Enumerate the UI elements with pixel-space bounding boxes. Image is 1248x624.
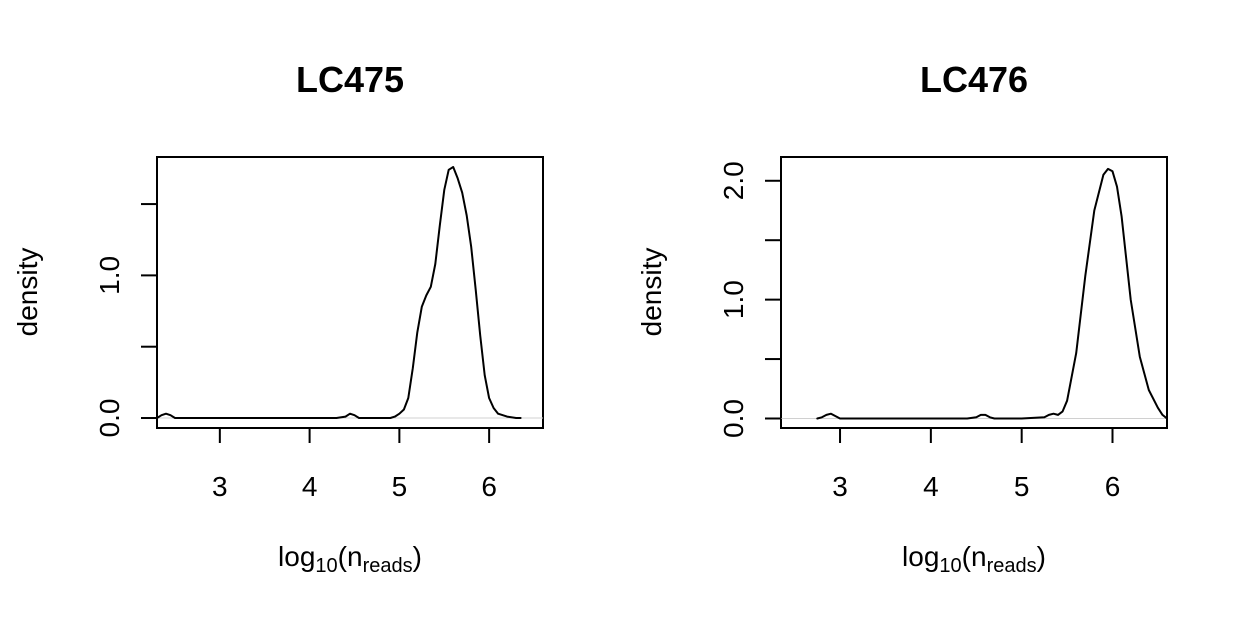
- x-label-var-sub: reads: [987, 555, 1037, 577]
- plot-frame: [156, 156, 544, 429]
- y-axis-label: density: [636, 248, 667, 337]
- x-tick-label: 3: [212, 471, 228, 502]
- x-tick-label: 5: [392, 471, 408, 502]
- panel-lc476: LC476 density log10(nreads) 3 4 5 6 0.0 1.0 2.…: [636, 59, 1168, 577]
- x-tick-label: 6: [1105, 471, 1121, 502]
- marks-layer: 3 4 5 6 0.0 1.0 2.0: [718, 161, 1168, 502]
- x-tick-label: 6: [481, 471, 497, 502]
- x-label-paren-open: (: [338, 541, 348, 572]
- x-label-paren-open: (: [962, 541, 972, 572]
- y-tick-label: 0.0: [718, 399, 749, 438]
- x-tick-label: 4: [923, 471, 939, 502]
- x-axis-label: log10(nreads): [278, 541, 422, 577]
- plot-frame: [780, 156, 1168, 429]
- x-label-var: n: [971, 541, 987, 572]
- x-label-base: log: [902, 541, 939, 572]
- density-curve: [816, 167, 1168, 420]
- x-label-base-sub: 10: [939, 555, 961, 577]
- plot-title: LC475: [296, 59, 404, 100]
- density-curve: [156, 166, 522, 419]
- x-label-base-sub: 10: [315, 555, 337, 577]
- x-label-base: log: [278, 541, 315, 572]
- x-tick-label: 3: [832, 471, 848, 502]
- x-label-var-sub: reads: [363, 555, 413, 577]
- y-tick-label: 2.0: [718, 161, 749, 200]
- x-label-paren-close: ): [413, 541, 422, 572]
- plot-title: LC476: [920, 59, 1028, 100]
- panel-lc475: LC475 density log10(nreads) 3 4 5 6 0.0 1.0: [12, 59, 544, 577]
- y-tick-label: 1.0: [94, 256, 125, 295]
- x-label-var: n: [347, 541, 363, 572]
- x-label-paren-close: ): [1037, 541, 1046, 572]
- x-tick-label: 5: [1014, 471, 1030, 502]
- y-tick-label: 0.0: [94, 399, 125, 438]
- marks-layer: 3 4 5 6 0.0 1.0: [94, 166, 543, 502]
- x-axis-label: log10(nreads): [902, 541, 1046, 577]
- y-tick-label: 1.0: [718, 280, 749, 319]
- y-axis-label: density: [12, 248, 43, 337]
- x-tick-label: 4: [302, 471, 318, 502]
